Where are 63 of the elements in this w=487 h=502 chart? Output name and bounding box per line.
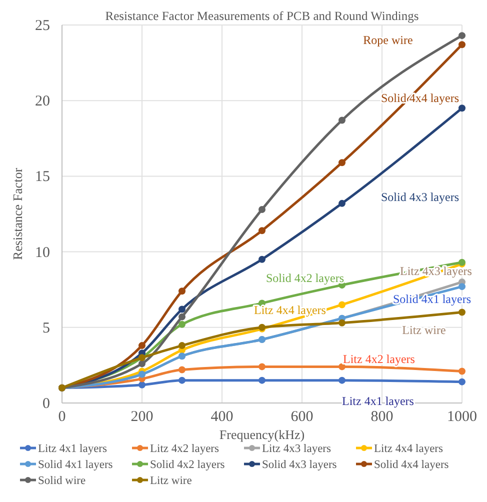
point [178, 342, 186, 350]
point [258, 363, 266, 370]
point [138, 342, 146, 350]
point [178, 376, 186, 384]
point [458, 368, 466, 375]
y-tick-label: 10 [35, 244, 50, 261]
point [458, 41, 466, 48]
legend-label: Litz 4x2 layers [150, 443, 220, 455]
y-tick-label: 20 [35, 94, 50, 110]
point [258, 206, 266, 213]
point [338, 159, 346, 166]
annotation: Solid 4x4 layers [381, 91, 460, 105]
legend-label: Solid 4x3 layers [262, 459, 338, 471]
point [338, 200, 346, 207]
point [138, 360, 146, 368]
y-tick-label: 5 [42, 320, 50, 336]
annotation: Rope wire [363, 33, 413, 47]
point [178, 306, 186, 313]
annotation: Litz 4x1 layers [342, 394, 414, 408]
annotation: Solid 4x2 layers [266, 271, 344, 285]
x-tick-label: 600 [290, 409, 314, 425]
legend-label: Litz 4x1 layers [38, 443, 108, 455]
legend-label: Litz 4x4 layers [374, 443, 444, 455]
point [338, 301, 346, 308]
legend-label: Solid 4x1 layers [38, 459, 114, 471]
y-tick-label: 15 [35, 169, 50, 186]
point [458, 378, 466, 386]
annotation: Litz wire [402, 323, 446, 337]
point [338, 116, 346, 124]
y-axis-title: Resistance Factor [10, 167, 25, 260]
legend-label: Litz 4x3 layers [262, 443, 332, 455]
point [458, 283, 466, 290]
x-tick-label: 200 [130, 409, 154, 425]
legend-label: Solid 4x4 layers [374, 459, 450, 471]
point [258, 256, 266, 263]
point [458, 308, 466, 316]
x-axis-title: Frequency(kHz) [219, 427, 305, 442]
annotation: Solid 4x3 layers [381, 190, 460, 204]
x-tick-label: 0 [58, 409, 66, 425]
point [258, 227, 266, 234]
annotation: Solid 4x1 layers [393, 292, 472, 306]
x-tick-label: 1000 [447, 409, 477, 425]
point [338, 376, 346, 384]
legend-label: Solid 4x2 layers [150, 459, 226, 471]
point [138, 381, 146, 388]
point [178, 320, 186, 328]
point [178, 366, 186, 374]
legend-label: Solid wire [38, 475, 86, 487]
point [178, 313, 186, 320]
point [458, 104, 466, 112]
x-tick-label: 800 [370, 409, 394, 425]
point [338, 319, 346, 326]
point [338, 363, 346, 370]
annotation: Litz 4x4 layers [254, 303, 326, 317]
point [178, 288, 186, 295]
point [258, 376, 266, 384]
legend-label: Litz wire [150, 475, 192, 487]
y-tick-label: 25 [35, 18, 50, 34]
point [458, 32, 466, 40]
y-tick-label: 0 [42, 396, 50, 412]
chart-title: Resistance Factor Measurements of PCB and Round Windings [105, 9, 419, 23]
x-tick-label: 400 [210, 409, 234, 425]
annotation: Litz 4x2 layers [343, 352, 416, 366]
